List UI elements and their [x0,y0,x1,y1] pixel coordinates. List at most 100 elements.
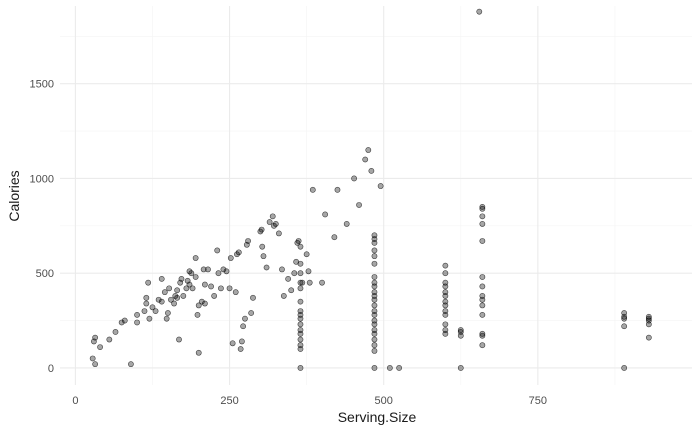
data-point [309,186,316,193]
data-point [232,289,239,296]
data-point [297,308,304,314]
data-point [371,365,378,371]
data-point [263,264,270,271]
x-axis-title: Serving.Size [338,409,417,425]
data-point [183,285,190,292]
data-point [297,279,304,286]
data-point [442,321,449,328]
data-point [92,334,99,341]
y-tick-label: 1000 [30,173,54,185]
data-point [356,202,362,208]
data-point [371,347,378,354]
data-point [171,300,177,307]
data-point [479,332,486,339]
data-point [280,293,287,299]
data-point [362,156,369,163]
data-point [118,319,125,326]
data-point [158,298,165,305]
data-point [479,283,486,290]
data-point [112,329,119,335]
data-point [442,298,449,305]
data-point [152,308,159,314]
data-point [237,346,244,352]
y-tick-label: 1500 [30,79,54,91]
data-point [275,230,282,237]
data-point [134,311,140,318]
data-point [371,308,378,314]
y-tick-label: 0 [48,363,54,375]
x-tick-label: 500 [375,395,393,407]
data-point [371,279,378,286]
data-point [226,285,233,292]
data-point [457,327,464,333]
data-point [645,313,652,320]
y-axis-title: Calories [6,170,22,221]
data-point [235,249,242,256]
data-point [479,302,486,309]
data-point [442,270,449,277]
data-point [479,293,486,299]
data-point [386,365,393,371]
data-point [371,342,378,349]
major-gridlines [60,6,692,385]
data-point [297,327,304,333]
data-point [457,365,464,371]
data-point [371,302,378,309]
data-point [174,294,181,301]
data-point [371,247,378,254]
data-point [291,270,298,277]
data-point [143,294,150,301]
data-point [297,336,304,343]
data-point [334,186,341,193]
data-point [220,266,227,273]
data-point [155,296,162,303]
x-tick-label: 750 [529,395,547,407]
data-point [365,147,372,153]
data-point [250,294,256,301]
data-point [297,270,304,277]
data-point [479,330,486,337]
data-point [269,213,276,220]
data-point [192,274,199,280]
data-point [195,302,202,309]
data-point [195,349,202,356]
data-point [192,255,199,261]
data-point [442,262,449,269]
data-point [442,289,449,296]
data-point [371,289,378,296]
data-point [145,279,152,286]
data-point [266,219,273,225]
x-tick-label: 0 [72,395,78,407]
data-point [242,315,248,322]
data-point [371,253,378,260]
data-point [297,365,304,371]
data-point [297,298,304,305]
data-point [97,344,103,350]
data-point [189,285,196,292]
data-point [163,315,170,322]
data-point [377,183,384,189]
data-point [285,275,292,282]
data-point [227,255,234,261]
data-point [180,293,187,299]
data-point [299,279,306,286]
data-point [303,251,310,258]
data-point [479,205,486,212]
data-point [240,323,247,330]
data-point [621,365,628,371]
data-point [106,336,113,343]
data-point [621,323,628,330]
data-point [134,319,140,326]
data-point [258,226,265,233]
data-point [297,321,304,328]
data-point [371,317,378,324]
data-point [479,311,486,318]
data-point [295,238,302,244]
y-axis-tick-labels: 0 500 1000 1500 [30,79,54,375]
data-point [442,308,449,314]
data-point [371,327,378,333]
data-point [141,308,148,314]
data-point [186,281,193,288]
data-point [479,221,486,227]
y-tick-label: 500 [36,268,54,280]
